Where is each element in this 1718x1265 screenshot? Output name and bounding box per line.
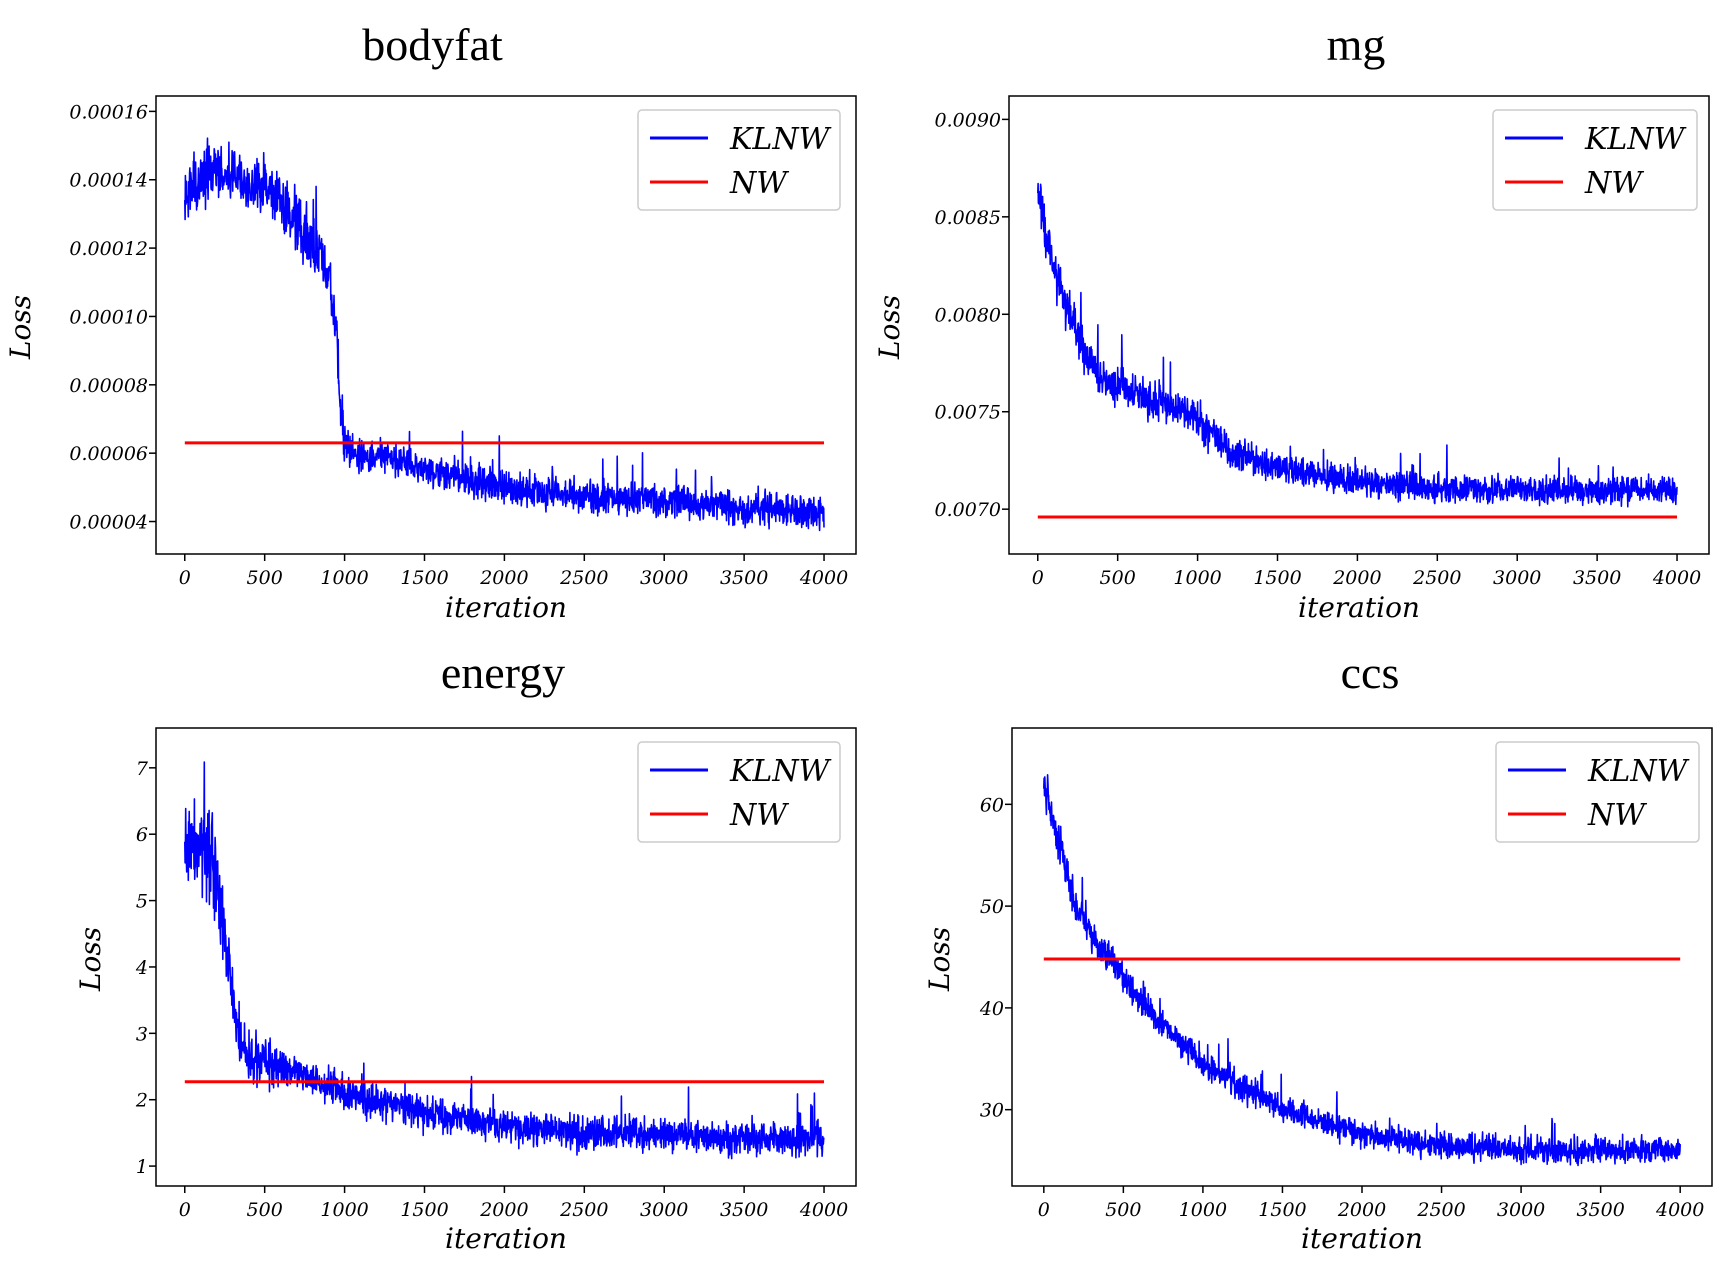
x-tick-label: 1000	[320, 1199, 368, 1221]
x-tick-label: 3500	[720, 1199, 768, 1221]
panel-energy: energy 0 500 1000 1500 2000 2500 3000 3500 4000 1…	[0, 632, 859, 1265]
y-tick-label: 6	[136, 824, 148, 846]
legend-label-nw: NW	[729, 798, 789, 833]
x-axis-label: iteration	[445, 591, 567, 624]
y-tick-label: 0.00010	[69, 306, 148, 328]
y-tick-label: 40	[979, 998, 1004, 1020]
y-tick-label: 3	[136, 1023, 148, 1045]
x-axis-label: iteration	[1301, 1222, 1423, 1255]
x-tick-label: 3500	[1573, 567, 1621, 589]
series-line-klnw	[1037, 182, 1678, 508]
y-tick-label: 0.00006	[69, 443, 148, 465]
chart-title: ccs	[1340, 647, 1400, 698]
y-tick-label: 0.0090	[935, 109, 1001, 131]
plot-frame	[1011, 727, 1713, 1187]
y-tick-label: 0.00008	[69, 375, 148, 397]
chart-svg: 0 500 1000 1500 2000 2500 3000 3500 4000 0.00004 0…	[4, 95, 857, 624]
plot-frame	[155, 727, 857, 1187]
x-tick-label: 2000	[1332, 567, 1381, 589]
x-tick-label: 3500	[1576, 1199, 1624, 1221]
chart-title: energy	[440, 647, 566, 698]
y-axis-label: Loss	[923, 927, 956, 992]
x-tick-label: 3000	[640, 567, 688, 589]
x-tick-label: 4000	[799, 567, 848, 589]
y-tick-label: 50	[980, 896, 1004, 918]
y-axis-label: Loss	[4, 295, 37, 360]
x-tick-label: 0	[1032, 567, 1044, 589]
legend-label-klnw: KLNW	[729, 122, 832, 157]
x-tick-label: 1000	[1173, 567, 1221, 589]
legend-label-klnw: KLNW	[729, 754, 832, 789]
y-tick-label: 4	[135, 957, 148, 979]
x-tick-label: 3000	[1497, 1199, 1545, 1221]
plot-frame	[1008, 95, 1710, 555]
chart-svg: 0 500 1000 1500 2000 2500 3000 3500 4000 1 2 3 4 5 6 7 i…	[74, 727, 857, 1255]
x-axis-label: iteration	[1298, 591, 1420, 624]
x-tick-label: 2500	[1416, 1199, 1465, 1221]
chart-title: mg	[1326, 19, 1386, 70]
x-tick-label: 1000	[320, 567, 368, 589]
y-tick-label: 0.0085	[935, 207, 1001, 229]
x-tick-label: 500	[1100, 567, 1136, 589]
x-tick-label: 4000	[1655, 1199, 1704, 1221]
x-tick-label: 2500	[1412, 567, 1461, 589]
x-axis-label: iteration	[445, 1222, 567, 1255]
y-tick-label: 0.0070	[935, 499, 1001, 521]
x-tick-label: 0	[1038, 1199, 1050, 1221]
x-tick-label: 500	[1105, 1199, 1141, 1221]
y-tick-label: 7	[136, 758, 149, 780]
y-axis-label: Loss	[74, 927, 107, 992]
x-tick-label: 3000	[1493, 567, 1541, 589]
legend-box	[637, 109, 841, 211]
x-tick-label: 500	[247, 1199, 283, 1221]
x-tick-label: 3000	[640, 1199, 688, 1221]
x-tick-label: 0	[179, 1199, 191, 1221]
panel-mg: mg 0 500 1000 1500 2000 2500 3000 3500 4000 0.007…	[859, 0, 1718, 632]
y-tick-label: 0.0075	[935, 402, 1001, 424]
legend-label-nw: NW	[1584, 166, 1644, 201]
y-tick-label: 0.00004	[69, 512, 148, 534]
panel-bodyfat: bodyfat 0 500 1000 1500 2000 2500 3000 3500 4000…	[0, 0, 859, 632]
x-tick-label: 2000	[479, 1199, 528, 1221]
x-tick-label: 0	[179, 567, 191, 589]
chart-svg: 0 500 1000 1500 2000 2500 3000 3500 4000 0.0070 0.…	[873, 95, 1710, 624]
legend-box	[1492, 109, 1698, 211]
series-line-klnw	[1043, 774, 1681, 1167]
legend-label-klnw: KLNW	[1584, 122, 1687, 157]
y-tick-label: 0.0080	[935, 304, 1001, 326]
x-tick-label: 1500	[400, 1199, 448, 1221]
legend-label-klnw: KLNW	[1587, 754, 1690, 789]
legend-box	[1495, 741, 1700, 843]
x-tick-label: 1500	[400, 567, 448, 589]
y-tick-label: 0.00016	[69, 101, 148, 123]
y-tick-label: 0.00014	[69, 170, 148, 192]
x-tick-label: 4000	[1652, 567, 1701, 589]
x-tick-label: 2000	[1337, 1199, 1386, 1221]
y-axis-label: Loss	[873, 295, 906, 360]
y-tick-label: 5	[136, 891, 148, 913]
x-tick-label: 3500	[720, 567, 768, 589]
legend-label-nw: NW	[1587, 798, 1647, 833]
x-tick-label: 2000	[479, 567, 528, 589]
y-tick-label: 1	[136, 1156, 148, 1178]
y-tick-label: 0.00012	[69, 238, 148, 260]
x-tick-label: 1500	[1258, 1199, 1306, 1221]
x-tick-label: 500	[247, 567, 283, 589]
panel-ccs: ccs 0 500 1000 1500 2000 2500 3000 3500 4000 30 40…	[859, 632, 1718, 1265]
chart-title: bodyfat	[362, 19, 503, 70]
legend-box	[637, 741, 841, 843]
series-line-klnw	[184, 137, 825, 532]
legend-label-nw: NW	[729, 166, 789, 201]
x-tick-label: 4000	[799, 1199, 848, 1221]
chart-svg: 0 500 1000 1500 2000 2500 3000 3500 4000 30 40 50 60…	[923, 727, 1713, 1255]
y-tick-label: 2	[135, 1090, 148, 1112]
y-tick-label: 60	[980, 794, 1004, 816]
plot-frame	[155, 95, 857, 555]
x-tick-label: 2500	[559, 567, 608, 589]
x-tick-label: 2500	[559, 1199, 608, 1221]
x-tick-label: 1500	[1253, 567, 1301, 589]
y-tick-label: 30	[980, 1100, 1004, 1122]
x-tick-label: 1000	[1179, 1199, 1227, 1221]
